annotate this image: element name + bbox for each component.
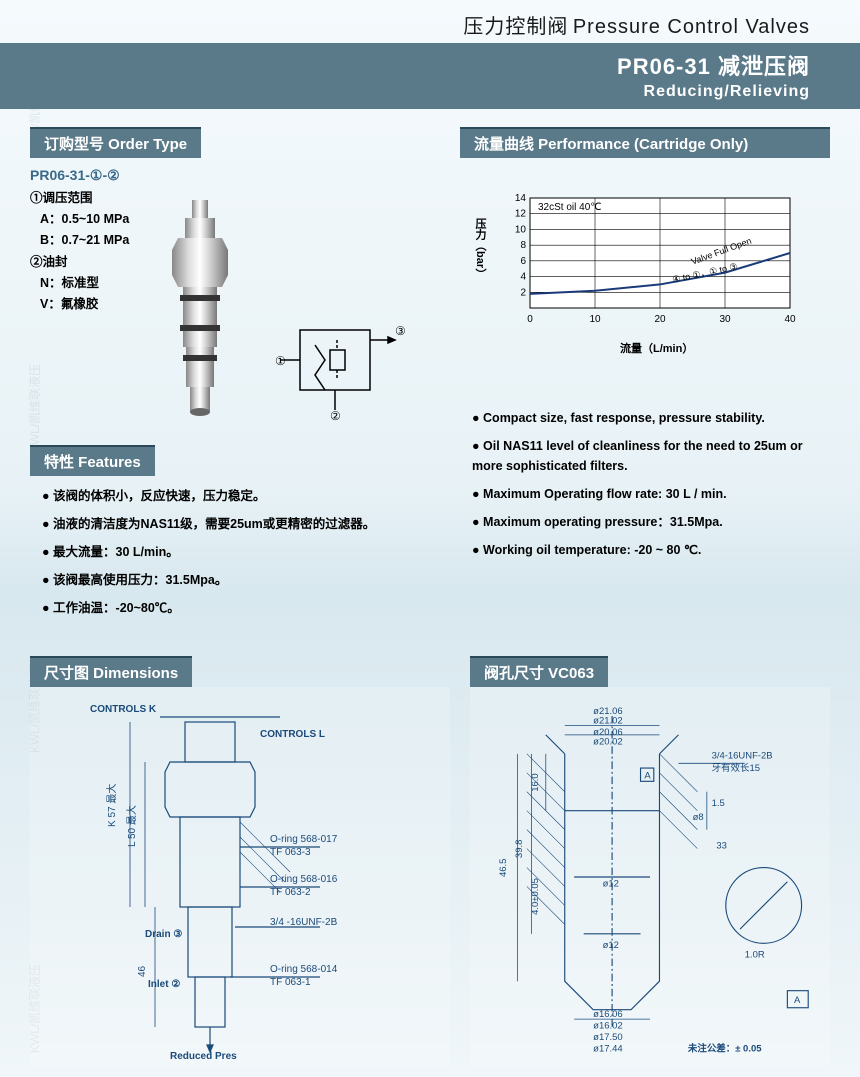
svg-text:12: 12 bbox=[515, 209, 527, 220]
page-title-cn: 压力控制阀 bbox=[463, 16, 568, 38]
product-banner: PR06-31 减泄压阀 Reducing/Relieving bbox=[0, 43, 860, 109]
cavity-drawing: ø21.06 ø21.02 ø20.06 ø20.02 A 46.5 39.8 … bbox=[470, 687, 830, 1067]
svg-text:3/4 -16UNF-2B: 3/4 -16UNF-2B bbox=[270, 917, 338, 928]
feature-item: 工作油温：-20~80℃。 bbox=[42, 598, 430, 618]
feature-item: Working oil temperature: -20 ~ 80 ℃. bbox=[472, 540, 830, 560]
svg-text:10: 10 bbox=[515, 224, 527, 235]
svg-text:32cSt oil 40℃: 32cSt oil 40℃ bbox=[538, 202, 602, 213]
right-column: 流量曲线 Performance (Cartridge Only) 压力（bar… bbox=[460, 127, 830, 626]
feature-item: Compact size, fast response, pressure st… bbox=[472, 408, 830, 428]
svg-text:1.5: 1.5 bbox=[712, 798, 725, 809]
svg-text:3/4-16UNF-2B: 3/4-16UNF-2B bbox=[712, 751, 773, 762]
banner-name-cn: 减泄压阀 bbox=[718, 54, 810, 79]
chart-x-label: 流量（L/min） bbox=[620, 340, 693, 356]
feature-item: Maximum Operating flow rate: 30 L / min. bbox=[472, 484, 830, 504]
valve-illustration-row: ① ② ③ bbox=[150, 195, 430, 425]
svg-text:TF 063-3: TF 063-3 bbox=[270, 847, 311, 858]
dimensions-column: 尺寸图 Dimensions CONTROLS K CONTROLS L bbox=[30, 656, 450, 1072]
chart-y-label: 压力（bar） bbox=[472, 218, 488, 279]
svg-text:CONTROLS L: CONTROLS L bbox=[260, 729, 325, 740]
svg-text:16.0: 16.0 bbox=[530, 774, 541, 792]
svg-text:ø12: ø12 bbox=[603, 879, 619, 890]
svg-text:牙有效长15: 牙有效长15 bbox=[712, 762, 760, 774]
svg-text:Inlet ②: Inlet ② bbox=[148, 979, 180, 990]
cavity-column: 阀孔尺寸 VC063 bbox=[470, 656, 830, 1072]
svg-text:Reduced Pres: Reduced Pres bbox=[170, 1051, 237, 1062]
performance-chart: 压力（bar） 010203040246810121432cSt oil 40℃… bbox=[500, 188, 820, 348]
svg-text:ø20.02: ø20.02 bbox=[593, 737, 622, 748]
svg-text:TF 063-1: TF 063-1 bbox=[270, 977, 311, 988]
svg-text:0: 0 bbox=[527, 314, 533, 325]
svg-text:ø17.44: ø17.44 bbox=[593, 1044, 622, 1055]
order-code: PR06-31-①-② bbox=[30, 164, 430, 188]
svg-text:20: 20 bbox=[654, 314, 666, 325]
svg-text:ø21.02: ø21.02 bbox=[593, 716, 622, 727]
svg-text:10: 10 bbox=[589, 314, 601, 325]
port-2: ② bbox=[330, 409, 341, 423]
svg-text:30: 30 bbox=[719, 314, 731, 325]
features-list-cn: 该阀的体积小，反应快速，压力稳定。 油液的清洁度为NAS11级，需要25um或更… bbox=[30, 486, 430, 618]
svg-text:ø8: ø8 bbox=[693, 812, 704, 823]
svg-text:O-ring 568-014: O-ring 568-014 bbox=[270, 964, 338, 975]
order-type-heading: 订购型号 Order Type bbox=[30, 127, 201, 158]
svg-text:6: 6 bbox=[520, 256, 526, 267]
feature-item: 该阀的体积小，反应快速，压力稳定。 bbox=[42, 486, 430, 506]
page-title-en: Pressure Control Valves bbox=[573, 16, 810, 38]
features-heading: 特性 Features bbox=[30, 445, 155, 476]
left-column: 订购型号 Order Type PR06-31-①-② ①调压范围 A：0.5~… bbox=[30, 127, 430, 626]
features-list-en: Compact size, fast response, pressure st… bbox=[460, 408, 830, 560]
svg-text:4.0±0.05: 4.0±0.05 bbox=[530, 878, 541, 915]
svg-text:ø16.02: ø16.02 bbox=[593, 1021, 622, 1032]
svg-text:A: A bbox=[644, 771, 651, 782]
performance-chart-svg: 010203040246810121432cSt oil 40℃Valve Fu… bbox=[500, 188, 800, 338]
svg-text:A: A bbox=[794, 995, 801, 1006]
feature-item: 最大流量：30 L/min。 bbox=[42, 542, 430, 562]
svg-text:46.5: 46.5 bbox=[498, 859, 509, 877]
feature-item: Maximum operating pressure：31.5Mpa. bbox=[472, 512, 830, 532]
page-content: 压力控制阀 Pressure Control Valves PR06-31 减泄… bbox=[0, 0, 860, 1072]
svg-text:33: 33 bbox=[716, 841, 727, 852]
feature-item: 该阀最高使用压力：31.5Mpa。 bbox=[42, 570, 430, 590]
svg-text:O-ring 568-016: O-ring 568-016 bbox=[270, 874, 338, 885]
hydraulic-schematic: ① ② ③ bbox=[270, 305, 410, 425]
svg-text:40: 40 bbox=[784, 314, 796, 325]
port-1: ① bbox=[275, 354, 286, 368]
svg-text:Drain ③: Drain ③ bbox=[145, 929, 182, 940]
svg-text:CONTROLS K: CONTROLS K bbox=[90, 704, 157, 715]
svg-text:未注公差：± 0.05: 未注公差：± 0.05 bbox=[687, 1043, 762, 1055]
cavity-heading: 阀孔尺寸 VC063 bbox=[470, 656, 608, 687]
svg-text:1.0R: 1.0R bbox=[745, 950, 765, 961]
svg-text:46: 46 bbox=[137, 966, 148, 978]
valve-cartridge-image bbox=[150, 195, 250, 425]
svg-text:TF 063-2: TF 063-2 bbox=[270, 887, 311, 898]
dimensions-heading: 尺寸图 Dimensions bbox=[30, 656, 192, 687]
svg-text:L 50 最大: L 50 最大 bbox=[125, 805, 138, 847]
dimensions-drawing: CONTROLS K CONTROLS L bbox=[30, 687, 450, 1067]
svg-text:ø16.06: ø16.06 bbox=[593, 1010, 622, 1021]
svg-text:39.8: 39.8 bbox=[514, 840, 525, 858]
port-3: ③ bbox=[395, 324, 406, 338]
svg-text:K 57 最大: K 57 最大 bbox=[105, 784, 118, 827]
banner-name-en: Reducing/Relieving bbox=[0, 83, 810, 101]
svg-text:4: 4 bbox=[520, 272, 526, 283]
svg-text:8: 8 bbox=[520, 240, 526, 251]
svg-text:14: 14 bbox=[515, 193, 527, 204]
performance-heading: 流量曲线 Performance (Cartridge Only) bbox=[460, 127, 830, 158]
svg-text:O-ring 568-017: O-ring 568-017 bbox=[270, 834, 338, 845]
feature-item: 油液的清洁度为NAS11级，需要25um或更精密的过滤器。 bbox=[42, 514, 430, 534]
feature-item: Oil NAS11 level of cleanliness for the n… bbox=[472, 436, 830, 476]
svg-text:2: 2 bbox=[520, 287, 526, 298]
svg-text:ø12: ø12 bbox=[603, 940, 619, 951]
page-header: 压力控制阀 Pressure Control Valves bbox=[30, 10, 810, 39]
svg-text:ø17.50: ø17.50 bbox=[593, 1032, 622, 1043]
banner-code: PR06-31 bbox=[617, 54, 711, 79]
